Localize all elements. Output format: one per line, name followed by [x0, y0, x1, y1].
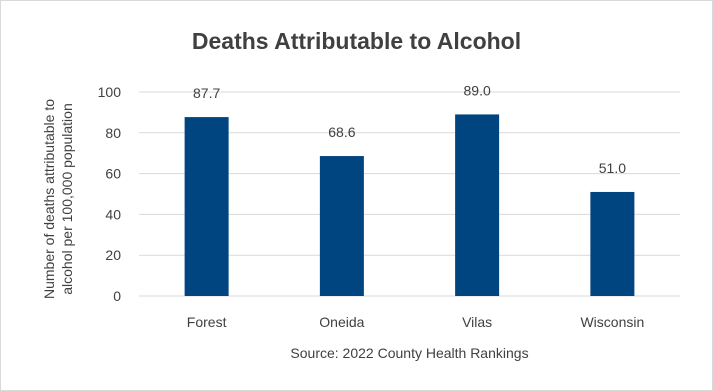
data-label-vilas: 89.0	[464, 82, 491, 98]
x-tick-label: Wisconsin	[580, 314, 644, 330]
data-label-wisconsin: 51.0	[599, 160, 626, 176]
bar-forest	[184, 117, 229, 296]
y-tick-label: 100	[98, 84, 122, 100]
data-labels: 87.7 68.6 89.0 51.0	[193, 82, 626, 176]
y-tick-label: 0	[113, 288, 121, 304]
bar-oneida	[319, 156, 364, 296]
bar-wisconsin	[590, 191, 635, 296]
y-axis-title-line-2: alcohol per 100,000 population	[59, 103, 75, 295]
y-axis-title-line-1: Number of deaths attributable to	[41, 99, 57, 299]
bar-vilas	[455, 114, 500, 296]
data-label-forest: 87.7	[193, 85, 220, 101]
y-tick-label: 40	[105, 206, 121, 222]
y-tick-labels: 0 20 40 60 80 100	[98, 84, 122, 304]
gridlines	[139, 91, 680, 297]
y-tick-label: 20	[105, 247, 121, 263]
chart-title: Deaths Attributable to Alcohol	[191, 28, 522, 54]
data-label-oneida: 68.6	[328, 124, 355, 140]
x-tick-label: Forest	[187, 314, 227, 330]
x-axis-title: Source: 2022 County Health Rankings	[290, 345, 528, 361]
y-tick-label: 60	[105, 166, 121, 182]
x-tick-labels: Forest Oneida Vilas Wisconsin	[187, 314, 644, 330]
y-tick-label: 80	[105, 125, 121, 141]
x-tick-label: Vilas	[462, 314, 492, 330]
x-tick-label: Oneida	[319, 314, 364, 330]
bars	[184, 114, 635, 296]
